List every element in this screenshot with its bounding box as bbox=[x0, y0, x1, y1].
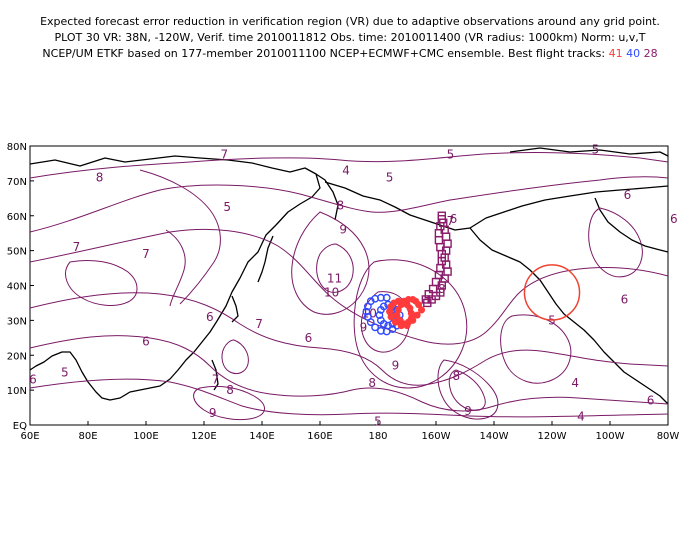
track-40-legend: 40 bbox=[626, 47, 641, 60]
contour-label: 7 bbox=[447, 214, 455, 228]
verification-circle bbox=[523, 264, 581, 321]
contour-label: 6 bbox=[305, 331, 313, 345]
contour-label: 8 bbox=[452, 369, 460, 383]
contour-label: 7 bbox=[142, 247, 150, 261]
track-point bbox=[428, 284, 438, 294]
contour-label: 9 bbox=[360, 320, 368, 334]
contour-label: 5 bbox=[386, 170, 394, 184]
lat-label: 10N bbox=[7, 386, 27, 397]
contour-label: 11 bbox=[327, 272, 342, 286]
lon-label: 160W bbox=[422, 431, 451, 442]
contour-label: 5 bbox=[447, 148, 455, 162]
axis-labels: EQ 10N 20N 30N 40N 50N 60N 70N 80N 60E 80E 100E 120E… bbox=[7, 142, 680, 442]
flight-tracks bbox=[362, 211, 452, 336]
track-point bbox=[362, 307, 371, 316]
contour-label: 4 bbox=[571, 376, 579, 390]
track-point bbox=[384, 321, 393, 330]
track-point bbox=[441, 232, 451, 241]
track-28-legend: 28 bbox=[643, 47, 658, 60]
lon-label: 100W bbox=[596, 431, 625, 442]
lon-label: 100E bbox=[133, 431, 158, 442]
contour-label: 8 bbox=[336, 198, 344, 212]
track-point bbox=[443, 267, 452, 276]
contour-label: 6 bbox=[624, 188, 632, 202]
contour-layer bbox=[29, 152, 669, 421]
contour-label: 6 bbox=[621, 292, 629, 306]
contour-label: 6 bbox=[670, 212, 678, 226]
contour-label: 9 bbox=[392, 359, 400, 373]
lat-label: 80N bbox=[7, 142, 27, 153]
header-line-1: Expected forecast error reduction in ver… bbox=[40, 15, 660, 28]
track-point bbox=[403, 322, 411, 330]
contour-label: 5 bbox=[223, 200, 231, 214]
contour-label: 6 bbox=[206, 310, 214, 324]
lat-label: 20N bbox=[7, 351, 27, 362]
contour-label: 7 bbox=[212, 373, 220, 387]
map-header: Expected forecast error reduction in ver… bbox=[0, 14, 700, 62]
track-41 bbox=[386, 295, 425, 330]
track-point bbox=[409, 316, 417, 324]
lon-label: 140E bbox=[249, 431, 274, 442]
header-line-2: PLOT 30 VR: 38N, -120W, Verif. time 2010… bbox=[54, 31, 646, 44]
track-point bbox=[375, 311, 384, 320]
track-point bbox=[371, 323, 379, 332]
contour-label: 5 bbox=[592, 142, 600, 156]
contour-label: 8 bbox=[226, 383, 234, 397]
contour-label: 6 bbox=[647, 394, 655, 408]
contour-label: 9 bbox=[464, 404, 472, 418]
contour-label: 6 bbox=[142, 334, 150, 348]
track-point bbox=[366, 318, 375, 327]
lat-label: 40N bbox=[7, 282, 27, 293]
lat-label: EQ bbox=[13, 421, 27, 432]
lat-label: 30N bbox=[7, 316, 27, 327]
contour-label: 9 bbox=[339, 223, 347, 237]
contour-label: 8 bbox=[368, 376, 376, 390]
track-point bbox=[434, 235, 444, 245]
track-point bbox=[397, 322, 405, 330]
contour-label: 7 bbox=[220, 148, 228, 162]
track-point bbox=[379, 319, 388, 328]
lon-label: 60E bbox=[20, 431, 39, 442]
contour-label: 7 bbox=[255, 317, 263, 331]
contour-label: 6 bbox=[29, 373, 37, 387]
track-41-legend: 41 bbox=[608, 47, 623, 60]
track-point bbox=[437, 215, 446, 224]
track-point bbox=[376, 306, 385, 314]
contour-label: 4 bbox=[342, 163, 350, 177]
contour-label: 7 bbox=[73, 240, 81, 254]
track-point bbox=[413, 311, 421, 319]
contour-label: 5 bbox=[61, 366, 69, 380]
track-28 bbox=[421, 211, 452, 308]
lon-label: 160E bbox=[307, 431, 332, 442]
lon-label: 140W bbox=[480, 431, 509, 442]
lon-label: 120W bbox=[538, 431, 567, 442]
lat-label: 70N bbox=[7, 177, 27, 188]
lon-label: 180 bbox=[368, 431, 387, 442]
header-line-3-text: NCEP/UM ETKF based on 177-member 2010011… bbox=[42, 47, 606, 60]
track-point bbox=[393, 311, 401, 319]
lat-label: 60N bbox=[7, 212, 27, 223]
track-point bbox=[424, 290, 433, 299]
track-point bbox=[391, 318, 399, 326]
coastline-layer bbox=[29, 147, 669, 405]
contour-label: 10 bbox=[324, 285, 339, 299]
lon-label: 80W bbox=[657, 431, 680, 442]
lon-label: 80E bbox=[78, 431, 97, 442]
lon-label: 120E bbox=[191, 431, 216, 442]
verification-region bbox=[523, 264, 581, 321]
contour-label: 6 bbox=[450, 212, 458, 226]
header-line-3: NCEP/UM ETKF based on 177-member 2010011… bbox=[0, 46, 700, 62]
track-point bbox=[363, 302, 372, 311]
track-point bbox=[443, 239, 452, 248]
lat-label: 50N bbox=[7, 247, 27, 258]
track-point bbox=[418, 306, 425, 314]
track-point bbox=[387, 313, 395, 321]
contour-label: 8 bbox=[96, 170, 104, 184]
contour-label: 9 bbox=[209, 406, 217, 420]
contour-label: 4 bbox=[577, 409, 585, 423]
